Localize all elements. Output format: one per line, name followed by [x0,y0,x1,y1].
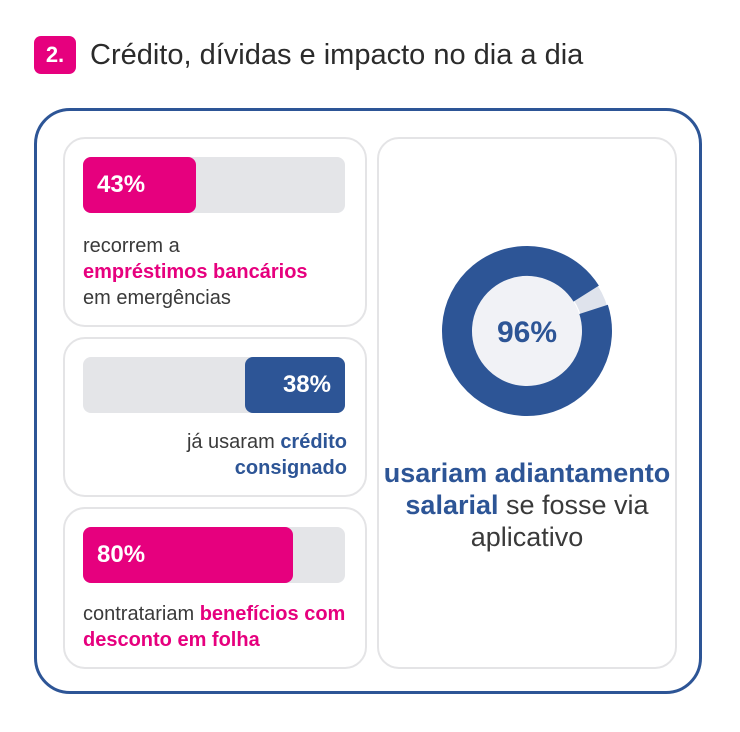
stat-text-pre: já usaram [186,431,275,453]
bar-value-label: 38% [282,371,331,398]
stat-card-emprestimos: 43% recorrem a empréstimos bancários em … [63,137,367,327]
stat-description: contratariam benefícios com desconto em … [83,601,353,653]
bar-fill-emprestimos: 43% [83,157,196,213]
donut-text-highlight: usariam adiantamento salarial [383,458,671,520]
section-header: 2. Crédito, dívidas e impacto no dia a d… [34,36,583,74]
donut-text-post: se fosse via aplicativo [470,490,649,552]
stat-text-post: em emergências [83,287,231,309]
stat-description: já usaram crédito consignado [77,429,347,481]
section-number-badge: 2. [34,36,76,74]
bar-value-label: 80% [97,541,146,568]
stat-text-pre: contratariam [83,603,195,625]
section-title: Crédito, dívidas e impacto no dia a dia [90,38,584,71]
bar-track: 43% [83,157,345,213]
stat-text-highlight: empréstimos bancários [83,261,308,283]
stat-card-beneficios: 80% contratariam benefícios com desconto… [63,507,367,669]
stat-text-pre: recorrem a [83,235,180,257]
bar-value-label: 43% [97,171,146,198]
stat-card-consignado: 38% já usaram crédito consignado [63,337,367,497]
bar-track: 80% [83,527,345,583]
stat-text-highlight: benefícios com desconto em folha [83,603,346,651]
donut-center [472,276,582,386]
stat-card-adiantamento: 96% usariam adiantamento salarial se fos… [377,137,677,669]
donut-arc [442,246,612,416]
bar-track: 38% [83,357,345,413]
bar-fill-consignado: 38% [245,357,345,413]
stat-description: recorrem a empréstimos bancários em emer… [83,233,353,311]
bar-fill-beneficios: 80% [83,527,293,583]
donut-value-label: 96% [497,316,557,349]
donut-description: usariam adiantamento salarial se fosse v… [379,457,675,553]
infographic-frame: 43% recorrem a empréstimos bancários em … [34,108,702,694]
donut-chart: 96% [442,246,612,416]
stat-text-highlight: crédito consignado [234,431,347,479]
